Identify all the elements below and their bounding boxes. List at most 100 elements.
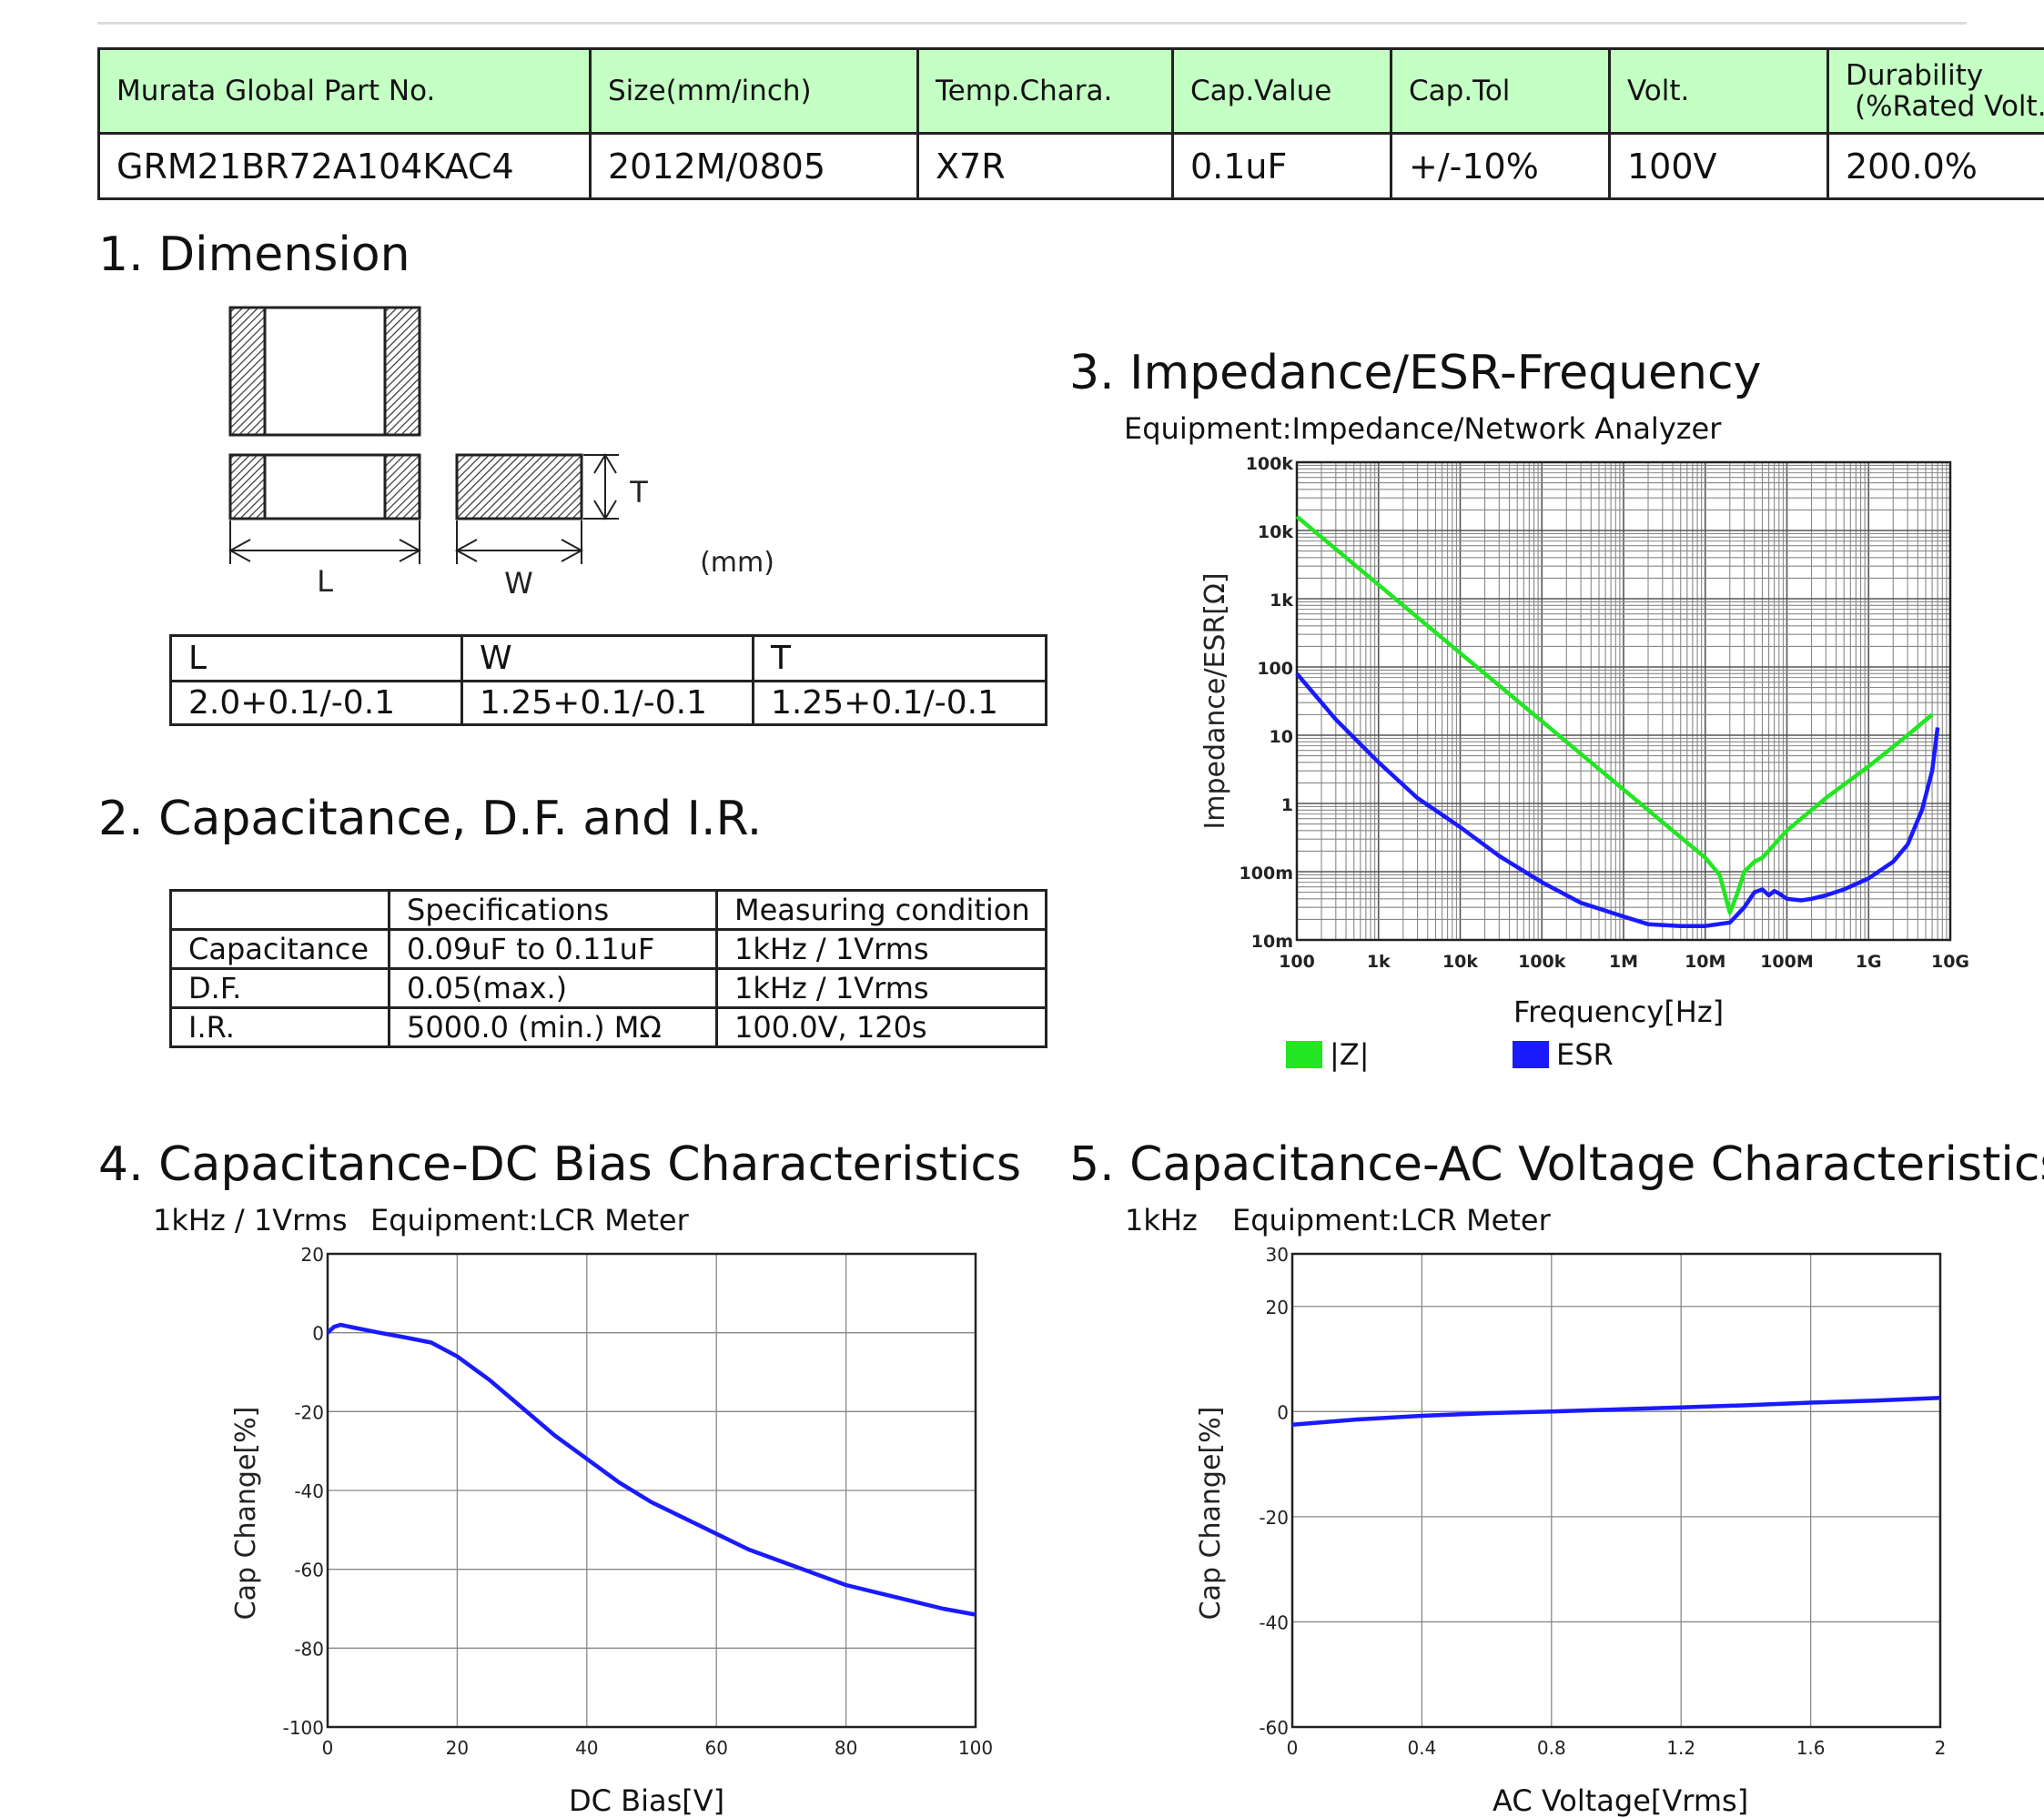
header-durability-line2: (%Rated Volt.) — [1855, 90, 2044, 123]
label-w: W — [504, 566, 533, 601]
x-tick-label: 1k — [1367, 952, 1391, 972]
series-line — [1291, 1396, 1941, 1428]
dimension-title: 1. Dimension — [98, 227, 410, 282]
dimension-table: L W T 2.0+0.1/-0.1 1.25+0.1/-0.1 1.25+0.… — [169, 634, 1047, 726]
series-line-esr — [1295, 672, 1940, 928]
plot-frame — [1295, 460, 1952, 942]
dim-header-w: W — [460, 634, 754, 682]
x-tick-label: 10M — [1685, 952, 1725, 972]
impedance-title: 3. Impedance/ESR-Frequency — [1069, 346, 1762, 400]
top-divider — [97, 22, 1967, 25]
plot-frame — [1290, 1252, 1942, 1729]
x-tick-label: 0.8 — [1537, 1737, 1566, 1759]
dim-header-l: L — [169, 634, 463, 682]
value-durability: 200.0% — [1826, 132, 2044, 200]
y-tick-label: 0 — [312, 1323, 324, 1345]
df-row-name: D.F. — [169, 967, 390, 1009]
acvolt-condition: 1kHz — [1125, 1203, 1198, 1237]
y-tick-label: 10k — [1258, 522, 1293, 542]
impedance-ylabel: Impedance/ESR[Ω] — [1199, 572, 1231, 829]
plot-frame — [326, 1252, 977, 1729]
x-tick-label: 10G — [1931, 952, 1969, 972]
part-spec-table: Murata Global Part No. Size(mm/inch) Tem… — [97, 47, 2044, 200]
acvolt-equipment: Equipment:LCR Meter — [1232, 1203, 1551, 1237]
capacitance-title: 2. Capacitance, D.F. and I.R. — [98, 792, 763, 846]
ir-row-spec: 5000.0 (min.) MΩ — [388, 1006, 718, 1048]
label-t: T — [629, 475, 648, 510]
value-cap-value: 0.1uF — [1171, 132, 1392, 200]
x-tick-label: 1.2 — [1666, 1737, 1695, 1759]
ir-row-cond: 100.0V, 120s — [715, 1006, 1047, 1048]
y-tick-label: 100k — [1246, 455, 1294, 474]
header-volt: Volt. — [1608, 47, 1829, 135]
dcbias-chart: 0 20 40 60 80 100 -100 -80 -60 -40 -20 0 20 Cap Chang… — [230, 1247, 993, 1759]
header-cap-value: Cap.Value — [1171, 47, 1392, 135]
header-durability-line1: Durability — [1846, 59, 1984, 92]
value-volt: 100V — [1608, 132, 1829, 200]
y-tick-label: 10 — [1270, 727, 1293, 747]
y-tick-label: -60 — [1259, 1717, 1289, 1739]
y-tick-label: -40 — [1259, 1611, 1289, 1633]
x-tick-label: 100 — [1279, 952, 1315, 972]
value-cap-tol: +/-10% — [1390, 132, 1611, 200]
header-part-no: Murata Global Part No. — [97, 47, 592, 135]
top-view — [228, 306, 421, 437]
header-durability: Durability (%Rated Volt.) — [1826, 47, 2044, 135]
y-tick-label: -40 — [294, 1480, 324, 1502]
y-tick-label: 100m — [1240, 864, 1293, 884]
series-line-z — [1295, 514, 1934, 915]
table-row: L W T — [169, 634, 1047, 682]
legend-label-esr: ESR — [1556, 1037, 1614, 1072]
y-tick-label: 20 — [301, 1247, 324, 1266]
header-size: Size(mm/inch) — [589, 47, 919, 135]
plot-area — [1292, 1254, 1940, 1727]
legend-swatch-esr — [1513, 1041, 1549, 1068]
table-row: I.R. 5000.0 (min.) MΩ 100.0V, 120s — [169, 1006, 1047, 1048]
ir-row-name: I.R. — [169, 1006, 390, 1048]
label-l: L — [317, 564, 333, 599]
y-tick-label: 0 — [1277, 1401, 1289, 1423]
end-view: W T — [454, 453, 648, 601]
x-tick-label: 1.6 — [1796, 1737, 1826, 1759]
cap-row-spec: 0.09uF to 0.11uF — [388, 928, 718, 970]
dim-value-l: 2.0+0.1/-0.1 — [169, 680, 463, 726]
header-temp-chara: Temp.Chara. — [916, 47, 1174, 135]
cap-header-blank — [169, 889, 390, 931]
cap-header-cond: Measuring condition — [715, 889, 1047, 931]
impedance-xlabel: Frequency[Hz] — [1513, 995, 1725, 1029]
y-tick-label: 100 — [1257, 659, 1293, 679]
dcbias-xlabel: DC Bias[V] — [569, 1783, 725, 1818]
dim-value-t: 1.25+0.1/-0.1 — [752, 680, 1047, 726]
x-tick-label: 100M — [1760, 952, 1814, 972]
y-tick-label: 20 — [1266, 1297, 1289, 1318]
cap-change-ylabel: Cap Change[%] — [230, 1407, 262, 1621]
x-tick-label: 0 — [1287, 1737, 1299, 1759]
spec-value-row: GRM21BR72A104KAC4 2012M/0805 X7R 0.1uF +… — [97, 132, 2044, 200]
y-tick-label: -60 — [294, 1560, 324, 1581]
x-tick-label: 60 — [704, 1737, 727, 1759]
x-tick-label: 80 — [835, 1737, 857, 1759]
dimension-drawing: L W T (mm) — [228, 306, 774, 601]
dcbias-equipment: Equipment:LCR Meter — [370, 1203, 689, 1237]
cap-row-cond: 1kHz / 1Vrms — [715, 928, 1047, 970]
legend-swatch-z — [1286, 1041, 1322, 1068]
x-tick-label: 10k — [1442, 952, 1478, 972]
dim-header-t: T — [752, 634, 1047, 682]
cap-row-name: Capacitance — [169, 928, 390, 970]
dcbias-condition: 1kHz / 1Vrms — [153, 1203, 348, 1237]
x-tick-label: 20 — [446, 1737, 469, 1759]
impedance-equipment: Equipment:Impedance/Network Analyzer — [1124, 411, 1722, 446]
df-row-cond: 1kHz / 1Vrms — [715, 967, 1047, 1009]
value-part-no: GRM21BR72A104KAC4 — [97, 132, 592, 200]
acvolt-title: 5. Capacitance-AC Voltage Characteristic… — [1069, 1137, 2044, 1192]
y-tick-label: -80 — [294, 1638, 324, 1660]
x-tick-label: 100k — [1518, 952, 1566, 972]
spec-header-row: Murata Global Part No. Size(mm/inch) Tem… — [97, 47, 2044, 135]
x-tick-label: 0 — [322, 1737, 334, 1759]
side-view: L — [228, 453, 422, 599]
dim-value-w: 1.25+0.1/-0.1 — [460, 680, 754, 726]
y-tick-label: -20 — [294, 1401, 324, 1423]
x-tick-label: 100 — [958, 1737, 993, 1759]
y-tick-label: 1k — [1270, 591, 1293, 611]
cap-header-spec: Specifications — [388, 889, 718, 931]
